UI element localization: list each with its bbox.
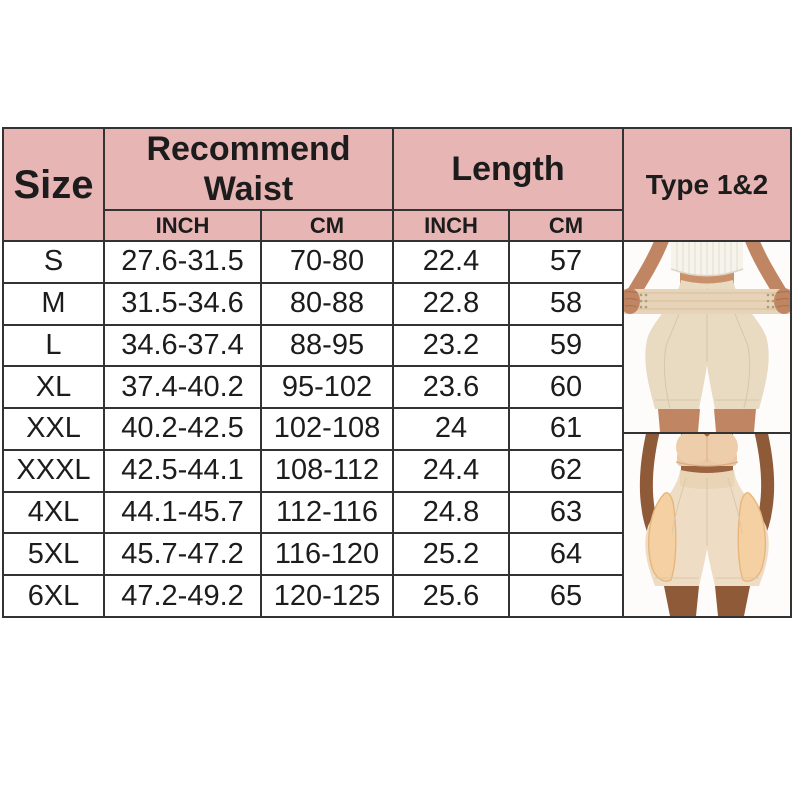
length-cm-cell: 60: [510, 367, 622, 408]
size-cell: XL: [4, 367, 103, 408]
column-header-size: Size: [4, 129, 103, 240]
length-inch-cell: 24.8: [394, 492, 508, 533]
length-cm-cell: 62: [510, 450, 622, 491]
shapewear-with-waist-straps-photo: [624, 242, 790, 432]
shapewear-with-hip-pads-photo: [624, 434, 790, 616]
photo-divider-line: [624, 432, 790, 434]
length-inch-cell: 23.2: [394, 325, 508, 366]
length-inch-cell: 22.8: [394, 283, 508, 324]
size-cell: 5XL: [4, 534, 103, 575]
length-inch-cell: 23.6: [394, 367, 508, 408]
length-inch-cell: 22.4: [394, 242, 508, 282]
column-header-recommend-waist: Recommend Waist: [105, 129, 392, 209]
column-header-length: Length: [394, 129, 622, 209]
subheader-waist-inch: INCH: [105, 211, 260, 240]
subheader-length-cm: CM: [510, 211, 622, 240]
waist-inch-cell: 31.5-34.6: [105, 283, 260, 324]
length-cm-cell: 61: [510, 409, 622, 449]
subheader-waist-cm: CM: [262, 211, 392, 240]
waist-inch-cell: 37.4-40.2: [105, 367, 260, 408]
waist-cm-cell: 88-95: [262, 325, 392, 366]
length-inch-cell: 25.6: [394, 576, 508, 616]
length-cm-cell: 59: [510, 325, 622, 366]
waist-cm-cell: 120-125: [262, 576, 392, 616]
size-chart-table: Size Recommend Waist Length Type 1&2 INC…: [2, 127, 792, 618]
type-1-and-2-product-photos: [624, 242, 790, 616]
recommend-waist-line2: Waist: [203, 170, 294, 208]
waist-cm-cell: 80-88: [262, 283, 392, 324]
waist-cm-cell: 108-112: [262, 450, 392, 491]
waist-cm-cell: 95-102: [262, 367, 392, 408]
length-cm-cell: 65: [510, 576, 622, 616]
size-cell: XXXL: [4, 450, 103, 491]
length-inch-cell: 24.4: [394, 450, 508, 491]
waist-cm-cell: 112-116: [262, 492, 392, 533]
waist-inch-cell: 44.1-45.7: [105, 492, 260, 533]
subheader-length-inch: INCH: [394, 211, 508, 240]
size-cell: L: [4, 325, 103, 366]
size-cell: 4XL: [4, 492, 103, 533]
size-cell: M: [4, 283, 103, 324]
waist-cm-cell: 70-80: [262, 242, 392, 282]
waist-inch-cell: 40.2-42.5: [105, 409, 260, 449]
length-cm-cell: 64: [510, 534, 622, 575]
waist-cm-cell: 102-108: [262, 409, 392, 449]
waist-inch-cell: 42.5-44.1: [105, 450, 260, 491]
size-cell: 6XL: [4, 576, 103, 616]
recommend-waist-line1: Recommend: [146, 130, 351, 168]
length-cm-cell: 63: [510, 492, 622, 533]
column-header-type-1-and-2: Type 1&2: [624, 129, 790, 240]
waist-inch-cell: 27.6-31.5: [105, 242, 260, 282]
length-cm-cell: 57: [510, 242, 622, 282]
waist-inch-cell: 34.6-37.4: [105, 325, 260, 366]
waist-inch-cell: 45.7-47.2: [105, 534, 260, 575]
length-inch-cell: 24: [394, 409, 508, 449]
waist-cm-cell: 116-120: [262, 534, 392, 575]
length-cm-cell: 58: [510, 283, 622, 324]
size-cell: XXL: [4, 409, 103, 449]
waist-inch-cell: 47.2-49.2: [105, 576, 260, 616]
length-inch-cell: 25.2: [394, 534, 508, 575]
size-cell: S: [4, 242, 103, 282]
